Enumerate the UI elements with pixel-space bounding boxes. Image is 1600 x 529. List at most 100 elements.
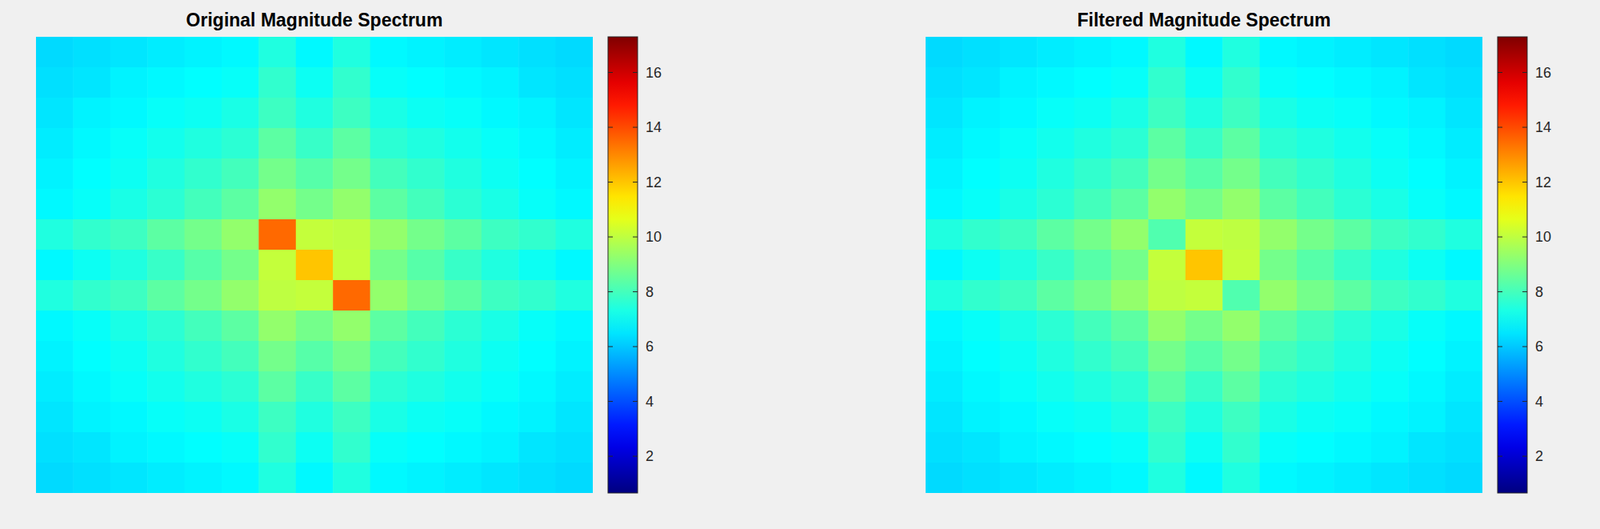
cell (370, 67, 408, 99)
colorbar-tick (1522, 346, 1528, 348)
cell (481, 97, 520, 129)
cell (1111, 462, 1149, 493)
cell (1185, 249, 1224, 281)
cell (258, 371, 296, 403)
cell (1148, 432, 1186, 464)
cell (1036, 188, 1075, 220)
cell (962, 432, 1000, 464)
cell (184, 340, 223, 372)
cell (36, 158, 74, 190)
cell (296, 310, 334, 342)
cell (1148, 371, 1186, 403)
colorbar-tick (1522, 400, 1528, 402)
cell (72, 401, 111, 433)
cell (1408, 462, 1446, 493)
cell (332, 249, 371, 281)
cell (518, 401, 556, 433)
cell (1074, 340, 1112, 372)
colorbar-tick (632, 72, 638, 73)
cell (1296, 462, 1335, 493)
cell (1333, 462, 1372, 493)
cell (332, 158, 371, 190)
cell (1036, 67, 1075, 99)
cell (370, 249, 408, 281)
cell (556, 432, 593, 464)
cell (1260, 340, 1298, 372)
colorbar-tick (608, 127, 613, 128)
cell (1074, 280, 1112, 312)
cell (1408, 401, 1446, 433)
cell (518, 158, 556, 190)
cell (36, 462, 74, 493)
cell (110, 188, 148, 220)
cell (1222, 401, 1260, 433)
cell (1074, 401, 1112, 433)
cell (147, 280, 185, 312)
cell (1148, 67, 1186, 99)
cell (296, 462, 334, 493)
cell (184, 432, 223, 464)
cell (1036, 36, 1075, 68)
cell (296, 219, 334, 251)
cell (1148, 462, 1186, 493)
cell (481, 158, 520, 190)
cell (221, 67, 260, 99)
colorbar (1497, 36, 1528, 493)
cell (72, 310, 111, 342)
cell (1222, 340, 1260, 372)
cell (221, 371, 260, 403)
cell (1074, 371, 1112, 403)
cell (925, 310, 964, 342)
cell (258, 340, 296, 372)
cell (925, 158, 964, 190)
cell (1371, 340, 1409, 372)
colorbar-tick (632, 291, 638, 292)
cell (147, 67, 185, 99)
cell (925, 340, 964, 372)
cell (1296, 310, 1335, 342)
cell (258, 158, 296, 190)
cell (481, 249, 520, 281)
cell (370, 371, 408, 403)
cell (1371, 219, 1409, 251)
cell (221, 97, 260, 129)
cell (296, 36, 334, 68)
cell (556, 371, 593, 403)
cell (332, 310, 371, 342)
cell (962, 97, 1000, 129)
cell (1445, 158, 1483, 190)
cell (481, 371, 520, 403)
cell (556, 401, 593, 433)
cell (72, 97, 111, 129)
cell (1371, 67, 1409, 99)
cell (296, 371, 334, 403)
cell (1333, 310, 1372, 342)
cell (1185, 340, 1224, 372)
cell (258, 67, 296, 99)
cells (36, 36, 593, 493)
title: Original Magnitude Spectrum (186, 9, 444, 31)
cell (258, 432, 296, 464)
cell (184, 401, 223, 433)
cell (1111, 401, 1149, 433)
cell (1000, 432, 1038, 464)
cell (518, 188, 556, 220)
cell (1074, 188, 1112, 220)
cell (1371, 128, 1409, 160)
colorbar-tick (1522, 456, 1528, 457)
cell (1260, 249, 1298, 281)
cell (1222, 432, 1260, 464)
colorbar-tick (608, 181, 613, 183)
cell (1000, 280, 1038, 312)
cell (332, 340, 371, 372)
colorbar-tick-label: 8 (1535, 284, 1544, 300)
cell (332, 188, 371, 220)
cell (1111, 249, 1149, 281)
cell (147, 462, 185, 493)
cell (1371, 371, 1409, 403)
cell (1296, 280, 1335, 312)
cell (370, 219, 408, 251)
cell (1111, 219, 1149, 251)
cell (962, 340, 1000, 372)
cell (184, 310, 223, 342)
